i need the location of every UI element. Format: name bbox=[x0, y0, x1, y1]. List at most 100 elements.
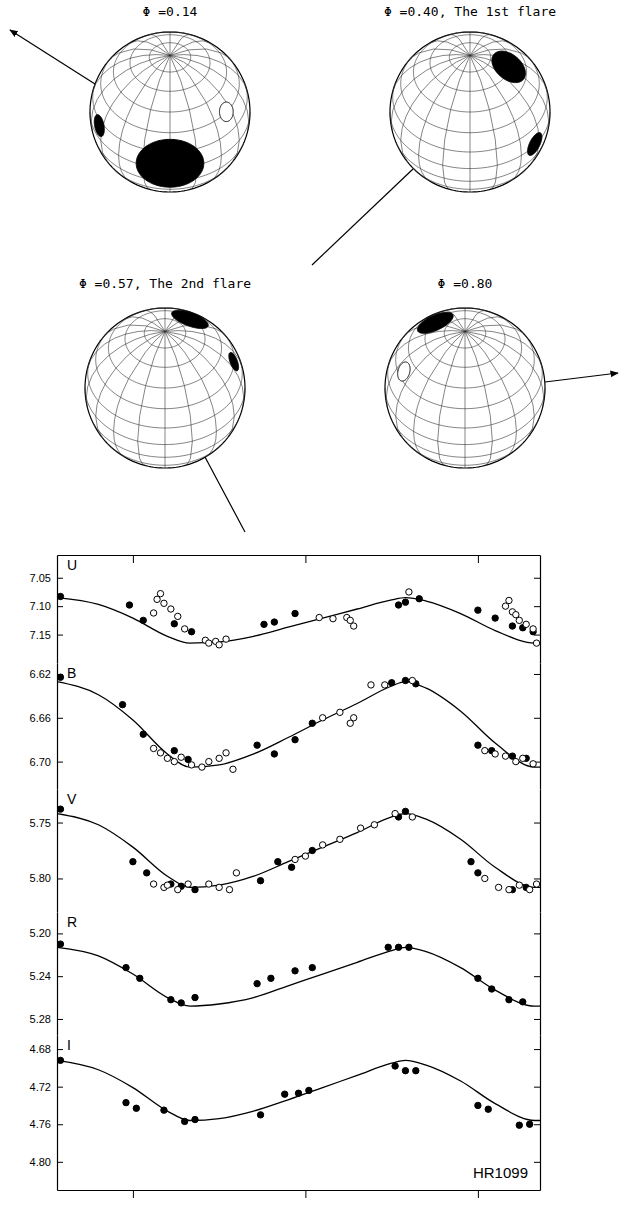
y-tick: 6.70 bbox=[30, 756, 63, 768]
open-point bbox=[523, 621, 529, 627]
filled-point bbox=[123, 1099, 129, 1105]
y-tick: 4.72 bbox=[30, 1081, 63, 1093]
y-tick: 5.75 bbox=[30, 817, 63, 829]
globe-graticule bbox=[385, 308, 545, 468]
y-tick-label: 4.80 bbox=[30, 1156, 51, 1168]
y-tick: 5.80 bbox=[30, 872, 63, 884]
filled-point bbox=[388, 680, 394, 686]
y-tick-mark bbox=[57, 606, 63, 607]
open-point bbox=[157, 750, 163, 756]
x-axis-bottom bbox=[58, 1190, 541, 1198]
y-tick-right bbox=[534, 933, 540, 934]
y-axis-line-right bbox=[540, 664, 541, 790]
filled-point bbox=[140, 617, 146, 623]
filled-point bbox=[192, 886, 198, 892]
filled-point bbox=[509, 623, 515, 629]
open-point bbox=[206, 758, 212, 764]
y-tick-label: 5.20 bbox=[30, 927, 51, 939]
band-panel: 5.205.245.28R bbox=[30, 913, 541, 1036]
filled-point bbox=[57, 941, 63, 947]
y-axis-right bbox=[534, 556, 541, 664]
open-point bbox=[178, 754, 184, 760]
y-tick: 7.15 bbox=[30, 629, 63, 641]
open-point bbox=[216, 884, 222, 890]
line-of-sight-arrow bbox=[10, 30, 95, 84]
y-axis-right bbox=[534, 1036, 541, 1191]
y-tick-right bbox=[534, 718, 540, 719]
star-spot bbox=[219, 102, 233, 121]
plot-marks bbox=[57, 806, 540, 893]
y-tick-right bbox=[534, 674, 540, 675]
y-tick-mark bbox=[534, 1162, 540, 1163]
y-tick-right bbox=[534, 1049, 540, 1050]
filled-point bbox=[292, 736, 298, 742]
filled-point bbox=[288, 864, 294, 870]
filled-point bbox=[309, 964, 315, 970]
y-tick-right bbox=[534, 878, 540, 879]
band-panel: 6.626.666.70B bbox=[30, 664, 541, 790]
filled-point bbox=[271, 751, 277, 757]
open-point bbox=[406, 589, 412, 595]
y-tick-right bbox=[534, 606, 540, 607]
open-point bbox=[230, 766, 236, 772]
filled-point bbox=[413, 1067, 419, 1073]
star-spot bbox=[417, 312, 453, 333]
open-point bbox=[502, 753, 508, 759]
globe-sphere bbox=[390, 32, 550, 192]
band-label: B bbox=[67, 665, 76, 681]
open-point bbox=[206, 640, 212, 646]
x-tick bbox=[133, 1190, 134, 1198]
filled-point bbox=[516, 1122, 522, 1128]
open-point bbox=[520, 755, 526, 761]
open-point bbox=[530, 761, 536, 767]
band-label: U bbox=[67, 557, 77, 573]
open-point bbox=[316, 614, 322, 620]
y-tick: 6.66 bbox=[30, 712, 63, 724]
filled-point bbox=[188, 629, 194, 635]
open-point bbox=[223, 636, 229, 642]
open-point bbox=[319, 715, 325, 721]
filled-point bbox=[257, 1112, 263, 1118]
y-axis: 5.75 5.80 bbox=[30, 790, 63, 913]
filled-point bbox=[292, 968, 298, 974]
x-tick bbox=[305, 555, 306, 563]
y-tick-mark bbox=[534, 1124, 540, 1125]
globe-label: Φ =0.14 bbox=[143, 4, 198, 19]
open-point bbox=[171, 758, 177, 764]
y-tick-label: 7.15 bbox=[30, 629, 51, 641]
filled-point bbox=[392, 1063, 398, 1069]
filled-point bbox=[295, 1090, 301, 1096]
y-tick: 4.68 bbox=[30, 1043, 63, 1055]
filled-point bbox=[57, 806, 63, 812]
y-tick-mark bbox=[57, 762, 63, 763]
y-axis-line-right bbox=[540, 790, 541, 913]
model-curve bbox=[57, 1060, 540, 1120]
open-point bbox=[351, 715, 357, 721]
x-tick-mark bbox=[133, 555, 134, 563]
filled-point bbox=[171, 747, 177, 753]
star-spot bbox=[94, 115, 104, 137]
y-tick-mark bbox=[534, 674, 540, 675]
globe-sphere bbox=[90, 32, 250, 192]
open-point bbox=[351, 623, 357, 629]
filled-point bbox=[475, 607, 481, 613]
x-tick-mark bbox=[478, 555, 479, 563]
globe: Φ =0.14 bbox=[10, 4, 250, 192]
y-axis-right bbox=[534, 664, 541, 790]
y-tick: 4.80 bbox=[30, 1156, 63, 1168]
open-point bbox=[164, 755, 170, 761]
filled-point bbox=[402, 1067, 408, 1073]
plot-marks bbox=[57, 941, 540, 1006]
band-label: I bbox=[67, 1037, 71, 1053]
open-point bbox=[506, 597, 512, 603]
filled-point bbox=[257, 877, 263, 883]
open-point bbox=[357, 825, 363, 831]
band-label: R bbox=[67, 914, 77, 930]
x-axis-line bbox=[58, 555, 541, 556]
open-point bbox=[168, 606, 174, 612]
y-tick-right bbox=[534, 578, 540, 579]
star-name: HR1099 bbox=[473, 1164, 528, 1181]
filled-point bbox=[475, 1102, 481, 1108]
filled-point bbox=[57, 1057, 63, 1063]
y-axis-line-right bbox=[540, 913, 541, 1036]
